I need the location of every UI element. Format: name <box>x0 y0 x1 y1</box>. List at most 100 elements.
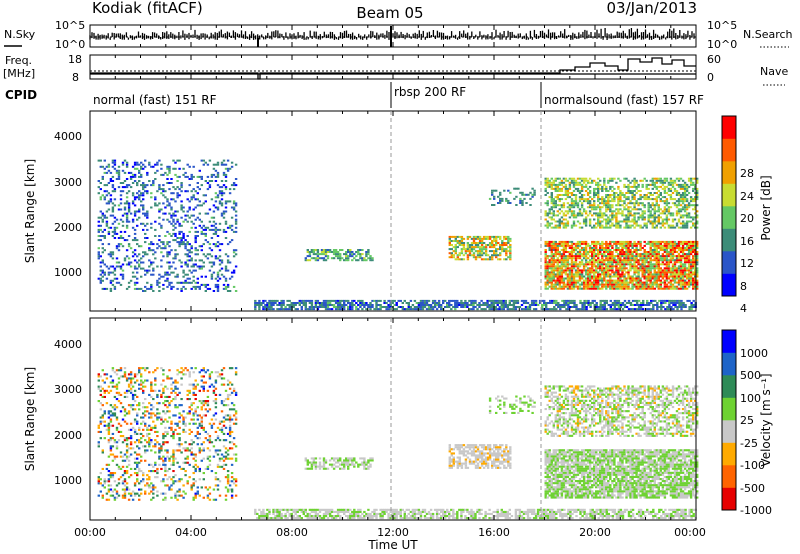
data-cell <box>623 299 627 302</box>
data-cell <box>603 261 606 264</box>
data-cell <box>571 306 574 308</box>
data-cell <box>448 302 451 304</box>
data-cell <box>611 255 614 258</box>
data-cell <box>694 269 697 272</box>
data-cell <box>589 304 592 306</box>
data-cell <box>572 251 576 253</box>
data-cell <box>184 287 187 290</box>
data-cell <box>484 248 488 251</box>
data-cell <box>174 253 177 256</box>
data-cell <box>625 204 628 207</box>
data-cell <box>580 190 584 192</box>
data-cell <box>488 306 491 308</box>
data-cell <box>692 255 695 258</box>
data-cell <box>631 304 635 306</box>
noise-left-tick-top: 10^5 <box>55 19 85 32</box>
data-cell <box>515 204 518 206</box>
data-cell <box>689 249 693 251</box>
data-cell <box>580 177 584 180</box>
data-cell <box>357 304 360 306</box>
data-cell <box>170 198 173 201</box>
data-cell <box>629 190 632 192</box>
data-cell <box>550 181 553 184</box>
data-cell <box>146 222 149 225</box>
data-cell <box>623 240 626 243</box>
data-cell <box>650 302 653 304</box>
data-cell <box>679 255 683 258</box>
data-cell <box>160 275 163 278</box>
data-cell <box>571 302 574 304</box>
data-cell <box>585 308 588 311</box>
data-cell <box>593 202 596 205</box>
data-cell <box>136 196 139 199</box>
data-cell <box>623 185 626 188</box>
data-cell <box>466 235 470 238</box>
data-cell <box>645 187 648 190</box>
data-cell <box>421 306 425 308</box>
data-cell <box>369 259 372 262</box>
data-cell <box>659 242 662 245</box>
data-cell <box>160 188 163 191</box>
data-cell <box>222 275 226 278</box>
data-cell <box>578 208 582 211</box>
data-cell <box>652 306 655 308</box>
data-cell <box>584 212 588 215</box>
freq-right-tick-bottom: 0 <box>707 71 714 84</box>
data-cell <box>328 304 332 306</box>
data-cell <box>675 275 679 278</box>
data-cell <box>234 265 238 268</box>
data-cell <box>216 275 220 278</box>
data-cell <box>653 247 656 249</box>
data-cell <box>586 179 590 182</box>
data-cell <box>452 235 455 238</box>
data-cell <box>170 214 173 217</box>
data-cell <box>562 202 566 205</box>
data-cell <box>224 265 228 268</box>
data-cell <box>359 255 362 258</box>
data-cell <box>647 261 650 264</box>
data-cell <box>578 198 582 201</box>
data-cell <box>121 214 125 217</box>
data-cell <box>572 255 576 258</box>
data-cell <box>621 287 624 290</box>
data-cell <box>588 192 592 194</box>
data-cell <box>268 308 271 311</box>
data-cell <box>615 304 619 306</box>
data-cell <box>411 308 415 311</box>
data-cell <box>544 251 547 253</box>
data-cell <box>677 259 681 262</box>
data-cell <box>609 214 612 217</box>
data-cell <box>186 273 189 276</box>
data-cell <box>174 226 177 229</box>
data-cell <box>496 299 499 302</box>
data-cell <box>450 256 453 259</box>
data-cell <box>142 212 145 215</box>
data-cell <box>648 304 651 306</box>
data-cell <box>637 263 640 266</box>
data-cell <box>657 185 660 188</box>
data-cell <box>528 306 532 308</box>
data-cell <box>627 277 630 280</box>
data-cell <box>491 189 494 192</box>
data-cell <box>196 277 199 280</box>
data-cell <box>162 241 165 244</box>
data-cell <box>361 308 364 311</box>
data-cell <box>226 226 230 229</box>
data-cell <box>448 256 451 259</box>
data-cell <box>578 251 582 253</box>
data-cell <box>158 245 161 248</box>
data-cell <box>599 242 602 245</box>
data-cell <box>601 206 604 209</box>
data-cell <box>591 265 594 268</box>
data-cell <box>131 192 135 195</box>
data-cell <box>647 218 650 221</box>
data-cell <box>570 210 574 213</box>
data-cell <box>633 214 636 217</box>
data-cell <box>645 279 648 282</box>
data-cell <box>140 184 143 187</box>
data-cell <box>627 285 630 288</box>
data-cell <box>507 199 510 202</box>
data-cell <box>558 275 561 278</box>
data-cell <box>601 261 604 264</box>
data-cell <box>514 306 518 308</box>
